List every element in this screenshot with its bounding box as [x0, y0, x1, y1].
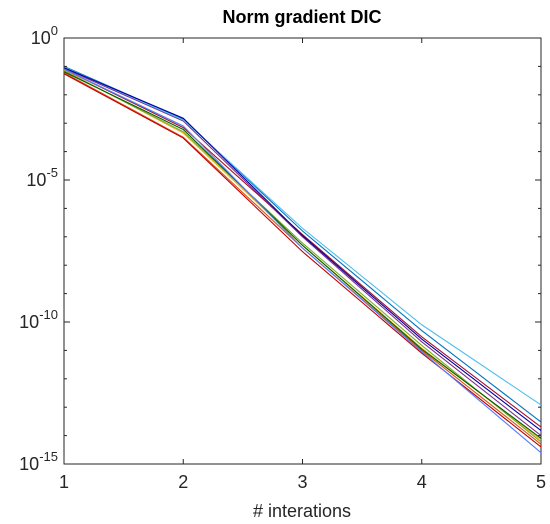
y-tick-label: 10-15 [19, 449, 58, 474]
series-line-11 [63, 68, 542, 454]
series-line-6 [63, 66, 542, 406]
series-line-9 [63, 73, 542, 448]
series-line-8 [63, 67, 542, 432]
x-tick-label: 5 [536, 472, 546, 492]
x-tick-label: 2 [178, 472, 188, 492]
x-tick-label: 1 [59, 472, 69, 492]
chart-title: Norm gradient DIC [222, 7, 381, 27]
y-tick-label: 10-10 [19, 307, 58, 332]
series-line-10 [63, 71, 542, 439]
plot-area: 1 2 3 4 5 100 10-5 10-10 10-15 [19, 23, 546, 492]
x-tick-label: 3 [297, 472, 307, 492]
series-line-5 [63, 70, 542, 443]
x-axis-label: # interations [253, 501, 351, 521]
x-tick-label: 4 [417, 472, 427, 492]
y-tick-label: 10-5 [26, 165, 58, 190]
series-line-7 [63, 68, 542, 428]
series-line-4 [63, 67, 542, 437]
y-tick-label: 100 [31, 23, 58, 48]
